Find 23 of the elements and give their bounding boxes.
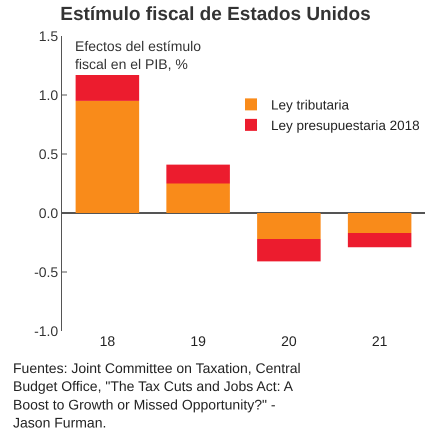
x-tick-label: 20 (281, 333, 297, 349)
bar (348, 233, 412, 248)
x-tick-label: 19 (190, 333, 206, 349)
bar (348, 213, 412, 234)
y-axis-title: Efectos del estímulo fiscal en el PIB, % (75, 38, 202, 72)
y-tick-label: -0.5 (34, 264, 58, 280)
bar (76, 100, 140, 213)
y-tick-label: 1.0 (38, 86, 58, 103)
bar (257, 213, 321, 239)
bar (257, 238, 321, 262)
x-tick-label: 18 (100, 333, 116, 349)
y-tick-label: 1.5 (38, 28, 58, 44)
chart-title: Estímulo fiscal de Estados Unidos (60, 4, 371, 25)
legend-label: Ley presupuestaria 2018 (271, 118, 420, 134)
y-tick-label: 0.5 (38, 146, 58, 162)
bar (76, 74, 140, 101)
y-tick-label: -1.0 (34, 322, 58, 339)
bar (166, 164, 230, 184)
x-tick-label: 21 (372, 333, 388, 349)
legend-label: Ley tributaria (271, 98, 350, 113)
bar (166, 184, 230, 213)
source-note: Fuentes: Joint Committee on Taxation, Central Budget Office, "The Tax Cuts and Jobs Act: A Boost to Growth or Missed Opportunity?" - Jason Furman. (13, 360, 301, 431)
y-tick-label: 0.0 (38, 204, 58, 221)
